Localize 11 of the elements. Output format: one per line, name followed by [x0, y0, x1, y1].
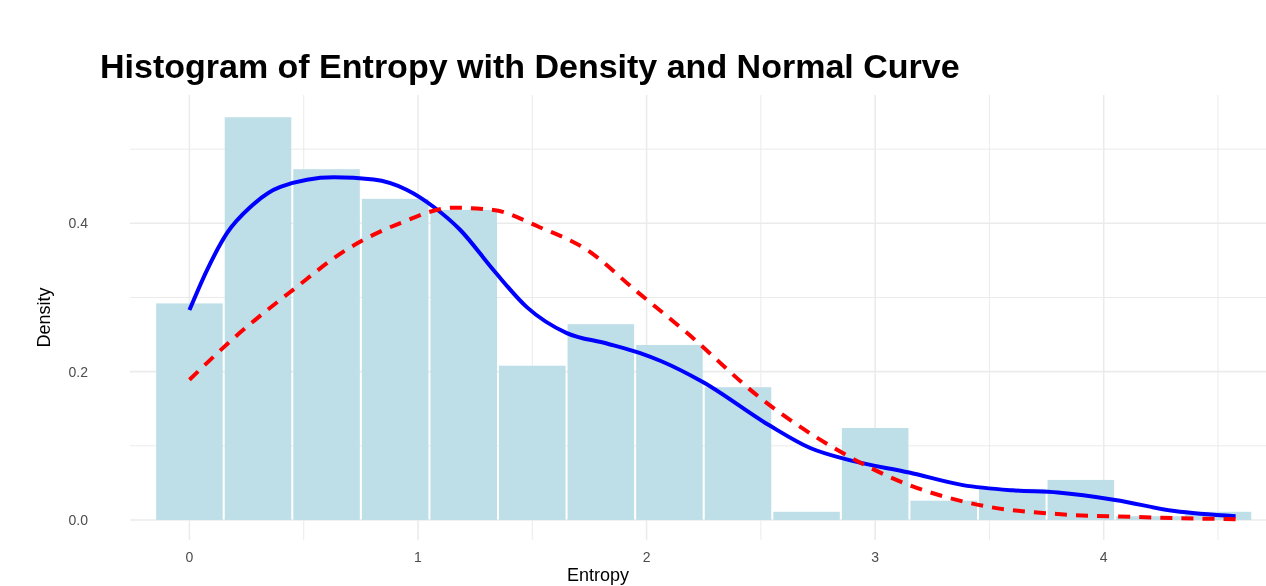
x-tick-label: 2: [642, 549, 651, 565]
x-axis-title: Entropy: [566, 565, 630, 585]
y-tick-label: 0.4: [68, 215, 89, 232]
x-tick-label: 1: [414, 549, 423, 565]
y-tick-label: 0.2: [68, 363, 89, 380]
y-tick-label: 0.0: [68, 511, 89, 528]
x-tick-label: 4: [1099, 549, 1108, 565]
chart-title: Histogram of Entropy with Density and Normal Curve: [100, 47, 960, 85]
x-tick-label: 0: [185, 549, 194, 565]
y-axis-title: Density: [34, 287, 54, 348]
x-tick-label: 3: [871, 549, 880, 565]
